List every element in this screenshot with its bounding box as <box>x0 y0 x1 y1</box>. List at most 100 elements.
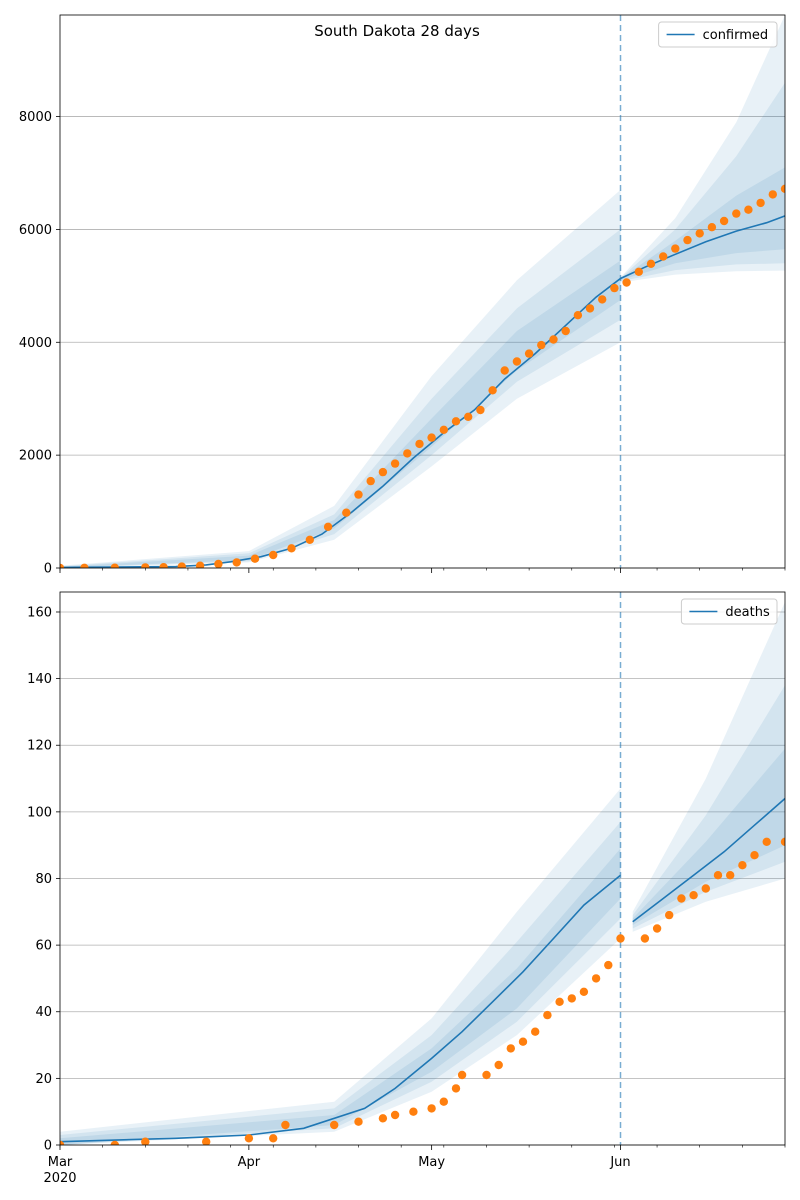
data-point <box>665 910 674 920</box>
y-tick-label: 100 <box>27 805 52 820</box>
data-point <box>244 1134 254 1143</box>
data-point <box>378 467 388 477</box>
data-point <box>195 561 205 568</box>
data-point <box>567 994 576 1003</box>
data-point <box>500 366 509 375</box>
data-point <box>269 550 278 560</box>
data-point <box>622 278 631 287</box>
data-point <box>390 459 400 468</box>
model-line <box>632 797 785 923</box>
data-point <box>330 1120 339 1130</box>
uncertainty-band <box>620 15 785 283</box>
data-point <box>457 1070 467 1080</box>
data-point <box>427 1104 436 1113</box>
y-tick-label: 8000 <box>19 110 52 125</box>
data-point <box>591 974 601 983</box>
data-point <box>579 987 589 996</box>
data-point <box>768 190 777 199</box>
data-point <box>677 894 686 903</box>
data-point <box>659 252 668 261</box>
data-point <box>409 1107 418 1116</box>
data-point <box>202 1137 211 1145</box>
legend-label: confirmed <box>703 28 769 43</box>
data-point <box>323 522 333 531</box>
data-point <box>60 1140 65 1145</box>
data-point <box>342 508 351 517</box>
data-point <box>110 1140 119 1145</box>
data-point <box>415 439 424 449</box>
uncertainty-band <box>620 167 785 281</box>
data-point <box>494 1060 503 1070</box>
data-point <box>543 1010 552 1020</box>
legend: confirmed <box>658 21 778 48</box>
data-point <box>640 934 650 943</box>
data-point <box>646 259 656 268</box>
data-point <box>695 229 704 238</box>
data-point <box>159 563 168 568</box>
data-point <box>141 563 150 568</box>
data-point <box>451 417 461 426</box>
uncertainty-band <box>60 189 621 568</box>
y-tick-label: 2000 <box>19 449 52 464</box>
data-point <box>439 1097 448 1106</box>
uncertainty-band <box>632 748 785 926</box>
data-point <box>287 544 296 553</box>
data-point <box>573 311 583 320</box>
uncertainty-band <box>60 788 621 1145</box>
data-point <box>732 209 741 218</box>
data-point <box>451 1084 461 1093</box>
data-point <box>738 861 747 870</box>
data-point <box>354 490 363 499</box>
y-tick-label: 0 <box>44 562 52 577</box>
data-point <box>780 184 785 193</box>
data-point <box>780 837 785 846</box>
legend-frame <box>658 21 778 48</box>
data-point <box>403 449 412 458</box>
data-point <box>531 1027 540 1036</box>
x-tick-label: Mar <box>48 1155 73 1170</box>
data-point <box>671 244 680 253</box>
uncertainty-band <box>60 821 621 1145</box>
data-point <box>60 563 65 568</box>
data-point <box>762 837 771 846</box>
legend-label: deaths <box>725 605 770 620</box>
data-point <box>512 357 522 366</box>
data-point <box>110 563 119 568</box>
data-point <box>707 223 717 232</box>
x-tick-label: May <box>418 1155 445 1170</box>
data-point <box>378 1114 388 1123</box>
data-point <box>80 563 89 568</box>
uncertainty-band <box>620 82 785 282</box>
y-tick-label: 6000 <box>19 223 52 238</box>
y-tick-label: 160 <box>27 605 52 620</box>
data-point <box>744 205 753 214</box>
data-point <box>439 425 448 434</box>
data-point <box>476 405 485 415</box>
data-point <box>713 871 723 880</box>
data-point <box>250 554 260 563</box>
data-point <box>427 433 436 442</box>
data-point <box>366 476 375 486</box>
data-point <box>549 335 558 344</box>
data-point <box>555 997 564 1006</box>
axes-frame <box>59 14 786 569</box>
data-point <box>652 924 662 933</box>
data-point <box>269 1134 278 1143</box>
data-point <box>634 267 643 276</box>
data-point <box>506 1044 515 1053</box>
x-tick-label: Jun <box>609 1155 630 1170</box>
data-point <box>177 562 186 568</box>
data-point <box>719 216 729 226</box>
y-tick-label: 20 <box>35 1072 52 1087</box>
data-point <box>281 1120 290 1130</box>
data-point <box>214 559 223 568</box>
data-point <box>537 340 546 350</box>
chart-title: South Dakota 28 days <box>314 22 480 40</box>
data-point <box>756 198 765 208</box>
data-point <box>683 235 692 245</box>
data-point <box>689 891 698 900</box>
data-point <box>701 884 710 893</box>
data-point <box>482 1070 491 1080</box>
data-point <box>726 871 735 880</box>
